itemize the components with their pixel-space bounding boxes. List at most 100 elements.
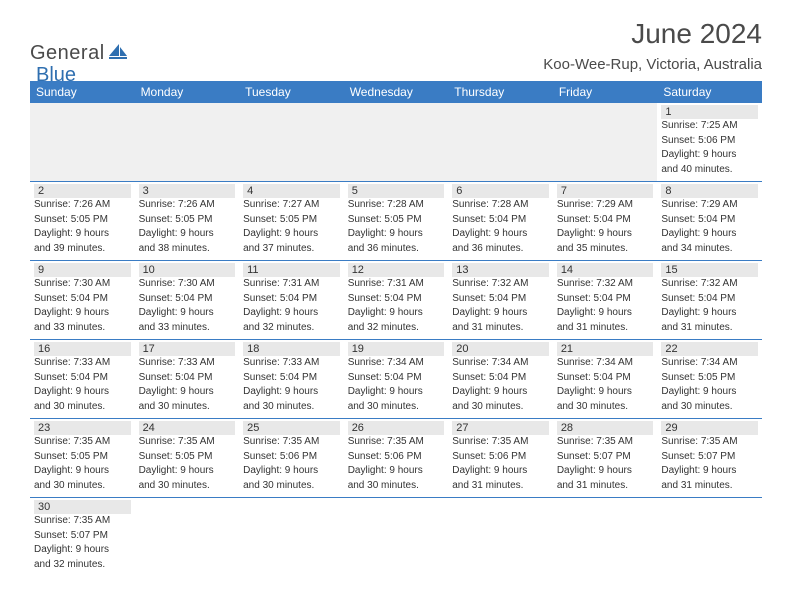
day-info-line: and 30 minutes.	[348, 479, 445, 494]
day-info-line: Daylight: 9 hours	[243, 464, 340, 479]
day-info-line: Daylight: 9 hours	[661, 148, 758, 163]
day-info-line: and 30 minutes.	[348, 400, 445, 415]
day-number: 12	[348, 263, 445, 277]
day-info-line: and 39 minutes.	[34, 242, 131, 257]
day-info-line: Daylight: 9 hours	[139, 464, 236, 479]
day-number: 26	[348, 421, 445, 435]
day-info-line: and 34 minutes.	[661, 242, 758, 257]
day-info-line: and 30 minutes.	[139, 479, 236, 494]
day-info-line: Daylight: 9 hours	[452, 306, 549, 321]
day-number: 19	[348, 342, 445, 356]
calendar-cell	[448, 498, 553, 577]
day-number: 30	[34, 500, 131, 514]
calendar-cell: 7Sunrise: 7:29 AMSunset: 5:04 PMDaylight…	[553, 182, 658, 261]
calendar-cell	[135, 498, 240, 577]
day-info-line: Daylight: 9 hours	[34, 227, 131, 242]
day-number: 22	[661, 342, 758, 356]
calendar-row: 9Sunrise: 7:30 AMSunset: 5:04 PMDaylight…	[30, 261, 762, 340]
day-info-line: Sunset: 5:04 PM	[557, 292, 654, 307]
day-info-line: Daylight: 9 hours	[243, 385, 340, 400]
day-info-line: Sunset: 5:06 PM	[348, 450, 445, 465]
day-info-line: and 30 minutes.	[34, 479, 131, 494]
calendar-cell	[448, 103, 553, 182]
logo-word2: Blue	[36, 64, 76, 87]
day-info-line: and 30 minutes.	[243, 400, 340, 415]
day-info-line: and 30 minutes.	[139, 400, 236, 415]
day-number: 10	[139, 263, 236, 277]
day-header-row: SundayMondayTuesdayWednesdayThursdayFrid…	[30, 81, 762, 103]
day-info-line: Sunrise: 7:35 AM	[452, 435, 549, 450]
day-info-line: Sunrise: 7:35 AM	[661, 435, 758, 450]
day-info-line: Daylight: 9 hours	[661, 385, 758, 400]
day-number: 14	[557, 263, 654, 277]
day-number: 25	[243, 421, 340, 435]
day-number: 13	[452, 263, 549, 277]
day-header: Friday	[553, 81, 658, 103]
day-info-line: Sunset: 5:04 PM	[452, 292, 549, 307]
day-info-line: Sunset: 5:04 PM	[348, 371, 445, 386]
day-info-line: Sunset: 5:05 PM	[34, 213, 131, 228]
calendar-cell: 18Sunrise: 7:33 AMSunset: 5:04 PMDayligh…	[239, 340, 344, 419]
calendar-cell: 25Sunrise: 7:35 AMSunset: 5:06 PMDayligh…	[239, 419, 344, 498]
calendar-row: 30Sunrise: 7:35 AMSunset: 5:07 PMDayligh…	[30, 498, 762, 577]
day-info-line: and 33 minutes.	[34, 321, 131, 336]
calendar-cell: 17Sunrise: 7:33 AMSunset: 5:04 PMDayligh…	[135, 340, 240, 419]
day-number: 17	[139, 342, 236, 356]
calendar-row: 23Sunrise: 7:35 AMSunset: 5:05 PMDayligh…	[30, 419, 762, 498]
day-info-line: Sunrise: 7:25 AM	[661, 119, 758, 134]
header: General June 2024 Koo-Wee-Rup, Victoria,…	[30, 18, 762, 73]
day-number: 1	[661, 105, 758, 119]
day-info-line: Sunrise: 7:32 AM	[452, 277, 549, 292]
day-info-line: Sunset: 5:04 PM	[452, 371, 549, 386]
day-header: Tuesday	[239, 81, 344, 103]
day-info-line: Sunset: 5:04 PM	[243, 292, 340, 307]
calendar-cell: 20Sunrise: 7:34 AMSunset: 5:04 PMDayligh…	[448, 340, 553, 419]
day-number: 9	[34, 263, 131, 277]
calendar-cell: 22Sunrise: 7:34 AMSunset: 5:05 PMDayligh…	[657, 340, 762, 419]
day-info-line: Daylight: 9 hours	[139, 227, 236, 242]
calendar-cell: 3Sunrise: 7:26 AMSunset: 5:05 PMDaylight…	[135, 182, 240, 261]
calendar-cell: 9Sunrise: 7:30 AMSunset: 5:04 PMDaylight…	[30, 261, 135, 340]
calendar-cell: 5Sunrise: 7:28 AMSunset: 5:05 PMDaylight…	[344, 182, 449, 261]
day-info-line: and 38 minutes.	[139, 242, 236, 257]
day-info-line: and 36 minutes.	[452, 242, 549, 257]
day-number: 15	[661, 263, 758, 277]
day-number: 16	[34, 342, 131, 356]
day-info-line: Daylight: 9 hours	[661, 306, 758, 321]
calendar-cell: 28Sunrise: 7:35 AMSunset: 5:07 PMDayligh…	[553, 419, 658, 498]
calendar-cell: 23Sunrise: 7:35 AMSunset: 5:05 PMDayligh…	[30, 419, 135, 498]
day-info-line: Daylight: 9 hours	[348, 227, 445, 242]
day-info-line: Sunset: 5:06 PM	[243, 450, 340, 465]
calendar-table: SundayMondayTuesdayWednesdayThursdayFrid…	[30, 81, 762, 576]
day-number: 5	[348, 184, 445, 198]
day-info-line: Sunrise: 7:35 AM	[139, 435, 236, 450]
calendar-cell: 14Sunrise: 7:32 AMSunset: 5:04 PMDayligh…	[553, 261, 658, 340]
day-info-line: Sunset: 5:05 PM	[139, 450, 236, 465]
day-info-line: Sunset: 5:05 PM	[34, 450, 131, 465]
calendar-cell: 24Sunrise: 7:35 AMSunset: 5:05 PMDayligh…	[135, 419, 240, 498]
day-info-line: Sunset: 5:05 PM	[348, 213, 445, 228]
day-info-line: Sunset: 5:04 PM	[557, 213, 654, 228]
month-title: June 2024	[543, 18, 762, 50]
day-info-line: Sunrise: 7:35 AM	[348, 435, 445, 450]
day-info-line: and 36 minutes.	[348, 242, 445, 257]
day-info-line: and 30 minutes.	[34, 400, 131, 415]
day-info-line: Sunset: 5:04 PM	[452, 213, 549, 228]
day-info-line: Daylight: 9 hours	[661, 227, 758, 242]
day-number: 24	[139, 421, 236, 435]
day-info-line: Sunrise: 7:34 AM	[348, 356, 445, 371]
calendar-row: 1Sunrise: 7:25 AMSunset: 5:06 PMDaylight…	[30, 103, 762, 182]
day-info-line: Sunset: 5:07 PM	[34, 529, 131, 544]
day-info-line: Daylight: 9 hours	[243, 227, 340, 242]
day-info-line: Sunset: 5:04 PM	[661, 213, 758, 228]
calendar-cell: 4Sunrise: 7:27 AMSunset: 5:05 PMDaylight…	[239, 182, 344, 261]
day-info-line: and 40 minutes.	[661, 163, 758, 178]
day-info-line: Sunset: 5:04 PM	[139, 292, 236, 307]
day-info-line: Sunset: 5:07 PM	[557, 450, 654, 465]
day-info-line: Sunset: 5:04 PM	[661, 292, 758, 307]
calendar-cell: 10Sunrise: 7:30 AMSunset: 5:04 PMDayligh…	[135, 261, 240, 340]
day-number: 21	[557, 342, 654, 356]
page: General June 2024 Koo-Wee-Rup, Victoria,…	[0, 0, 792, 586]
calendar-cell: 16Sunrise: 7:33 AMSunset: 5:04 PMDayligh…	[30, 340, 135, 419]
day-info-line: Sunset: 5:04 PM	[557, 371, 654, 386]
